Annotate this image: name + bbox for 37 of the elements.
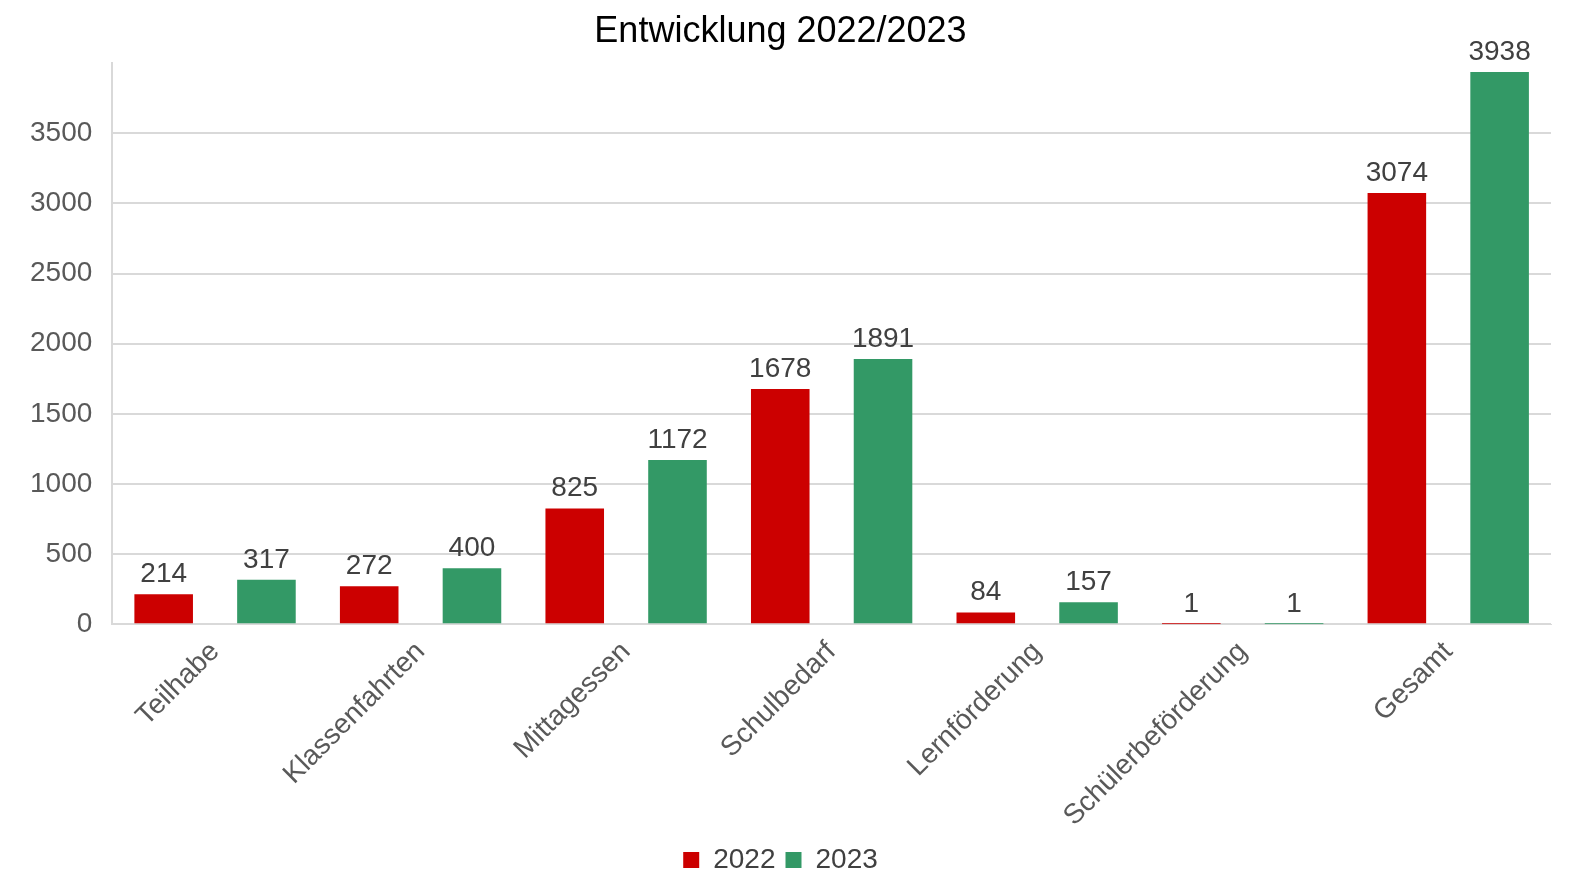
data-label: 84 [970, 575, 1002, 607]
bar [134, 594, 193, 624]
data-label: 272 [345, 548, 393, 580]
bar [1470, 71, 1529, 624]
bar [339, 586, 399, 624]
data-label: 3074 [1365, 155, 1428, 187]
data-label: 1 [1286, 586, 1302, 618]
bar [237, 579, 296, 624]
data-label: 1172 [647, 422, 708, 454]
data-label: 400 [448, 530, 496, 562]
bar [648, 459, 707, 624]
bar [750, 388, 810, 624]
y-tick-label: 3000 [29, 186, 93, 218]
legend-label: 2023 [815, 842, 878, 874]
data-label: 825 [551, 471, 599, 503]
data-label: 317 [243, 542, 290, 574]
bar [956, 612, 1016, 624]
bar [1367, 193, 1427, 624]
legend-label: 2022 [713, 842, 776, 874]
bar [545, 508, 605, 624]
data-label: 1891 [851, 321, 915, 353]
bar [853, 359, 913, 624]
y-tick-label: 2500 [29, 256, 93, 288]
y-tick-label: 3500 [29, 116, 93, 148]
data-label: 1678 [749, 351, 812, 383]
data-label: 157 [1065, 565, 1112, 597]
y-tick-label: 2000 [29, 326, 93, 358]
y-tick-label: 0 [76, 607, 93, 639]
y-tick-label: 1000 [29, 466, 93, 498]
data-label: 1 [1183, 586, 1200, 618]
data-label: 214 [140, 557, 188, 589]
bar [1059, 602, 1118, 624]
data-label: 3938 [1468, 34, 1531, 66]
bar [442, 568, 502, 624]
y-tick-label: 500 [45, 536, 93, 568]
y-tick-label: 1500 [29, 396, 93, 428]
chart-title: Entwicklung 2022/2023 [594, 8, 967, 50]
